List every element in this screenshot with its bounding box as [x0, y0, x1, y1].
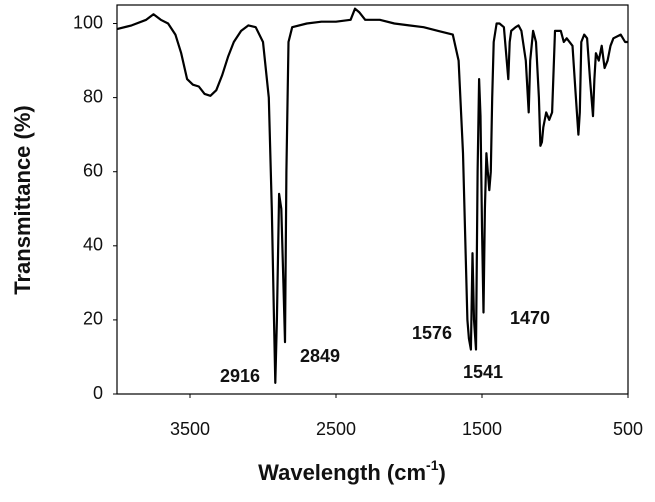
spectrum-line [116, 7, 628, 384]
x-tick-label: 1500 [462, 419, 502, 439]
x-tick-label: 2500 [316, 419, 356, 439]
peak-label: 1541 [463, 362, 503, 382]
peak-label: 2916 [220, 366, 260, 386]
x-title-sup: -1 [426, 457, 439, 473]
x-title-main: Wavelength (cm [258, 460, 426, 485]
y-tick-label: 100 [73, 12, 103, 32]
plot-frame [116, 4, 629, 395]
x-title-end: ) [439, 460, 446, 485]
y-tick-label: 0 [93, 383, 103, 403]
y-tick-label: 80 [83, 86, 103, 106]
peak-label: 2849 [300, 346, 340, 366]
x-tick-label: 500 [613, 419, 643, 439]
y-tick-label: 40 [83, 235, 103, 255]
peak-label: 1470 [510, 308, 550, 328]
y-axis-title: Transmittance (%) [10, 105, 35, 295]
y-tick-label: 20 [83, 309, 103, 329]
x-tick-label: 3500 [170, 419, 210, 439]
x-axis-title: Wavelength (cm-1) [258, 457, 446, 485]
peak-label: 1576 [412, 323, 452, 343]
y-tick-label: 60 [83, 160, 103, 180]
